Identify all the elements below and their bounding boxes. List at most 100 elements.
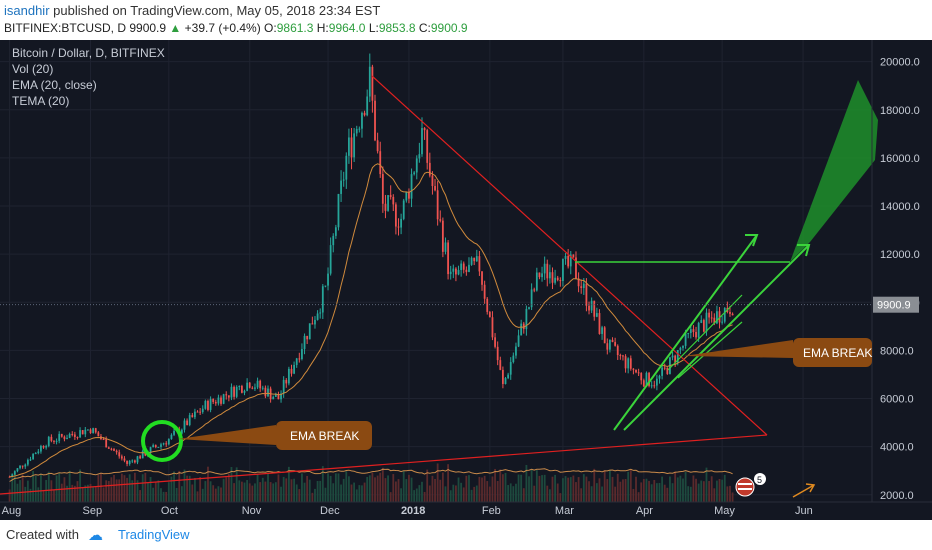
candle-body [705,312,708,332]
candle-body [585,283,588,306]
price-chart[interactable]: 2000.04000.06000.08000.010000.012000.014… [0,40,932,520]
candle-body [165,443,168,445]
y-tick-label: 4000.0 [880,442,914,454]
chart-area[interactable]: 2000.04000.06000.08000.010000.012000.014… [0,40,932,520]
volume-bar [635,476,637,502]
candle-body [157,446,160,448]
volume-bar [410,477,413,502]
candle-body [413,172,416,175]
volume-bar [603,470,606,502]
volume-bar [345,471,348,502]
channel-lower [677,321,743,379]
volume-bar [595,483,598,502]
candle-body [259,380,262,389]
volume-bar [319,480,322,502]
candle-body [102,439,105,441]
candle-body [444,242,447,252]
candle-body [120,456,123,459]
volume-bar [666,487,669,502]
volume-bar [483,475,486,502]
candle-body [640,373,643,381]
volume-bar [355,489,358,502]
volume-bar [126,477,128,502]
candle-body [392,196,395,205]
candle-body [152,445,155,448]
volume-bar [149,477,152,502]
volume-bar [640,482,643,502]
candle-body [556,277,559,281]
candle-body [306,335,309,340]
created-with-text: Created with [6,527,79,542]
volume-bar [421,481,423,502]
volume-bar [71,484,74,502]
volume-bar [575,482,577,502]
volume-bar [556,483,559,502]
candle-body [452,268,455,272]
candle-body [355,128,358,134]
candle-body [494,337,496,347]
candle-body [332,235,335,246]
volume-bar [682,478,684,502]
candle-body [546,263,549,279]
author-link[interactable]: isandhir [4,3,50,18]
volume-bar [444,486,447,502]
volume-bar [81,488,84,502]
candle-body [316,313,319,320]
candle-body [136,456,139,463]
volume-bar [217,486,220,502]
candle-body [118,452,121,457]
volume-bar [580,488,583,502]
volume-bar [460,482,463,502]
candle-body [227,395,230,398]
candle-body [397,226,400,228]
open-value: 9861.3 [276,21,314,35]
volume-bar [614,486,617,502]
volume-bar [729,485,731,502]
candle-body [598,313,601,334]
candles [8,53,734,478]
volume-bar [290,479,293,502]
x-tick-label: Nov [242,505,262,517]
volume-bar [371,472,374,502]
volume-bar [32,470,34,502]
candle-body [575,257,577,279]
volume-bar [66,485,68,502]
candle-body [110,448,113,450]
y-tick-label: 14000.0 [880,201,920,213]
volume-bar [207,466,209,502]
volume-bar [543,474,546,502]
volume-bar [147,482,149,502]
volume-bar [29,488,32,502]
volume-bar [590,486,593,502]
candle-body [196,411,199,413]
volume-bar [235,467,238,502]
candle-body [622,355,624,357]
candle-body [225,394,228,396]
tradingview-brand-link[interactable]: TradingView [118,527,190,542]
y-tick-label: 16000.0 [880,153,920,165]
volume-bar [361,485,363,502]
volume-bar [436,463,439,502]
candle-body [126,460,128,464]
us-flag-event-icon[interactable]: 5 [735,473,766,497]
candle-body [76,436,79,438]
volume-bar [340,484,342,502]
volume-bar [551,476,554,502]
published-text: published on TradingView.com, May 05, 20… [53,3,381,18]
candle-body [627,358,630,369]
volume-bar [528,476,530,502]
candle-body [515,346,517,356]
candle-body [415,158,418,173]
small-orange-arrow [792,484,815,498]
volume-bar [564,476,567,502]
candle-body [567,255,570,267]
candle-body [209,398,212,410]
candle-body [384,203,387,211]
small-orange-arrowhead [805,483,816,493]
candle-body [428,162,431,176]
candle-body [368,66,371,97]
candle-body [183,420,186,430]
candle-body [113,449,115,451]
volume-bar [332,483,335,502]
candle-body [609,339,611,350]
